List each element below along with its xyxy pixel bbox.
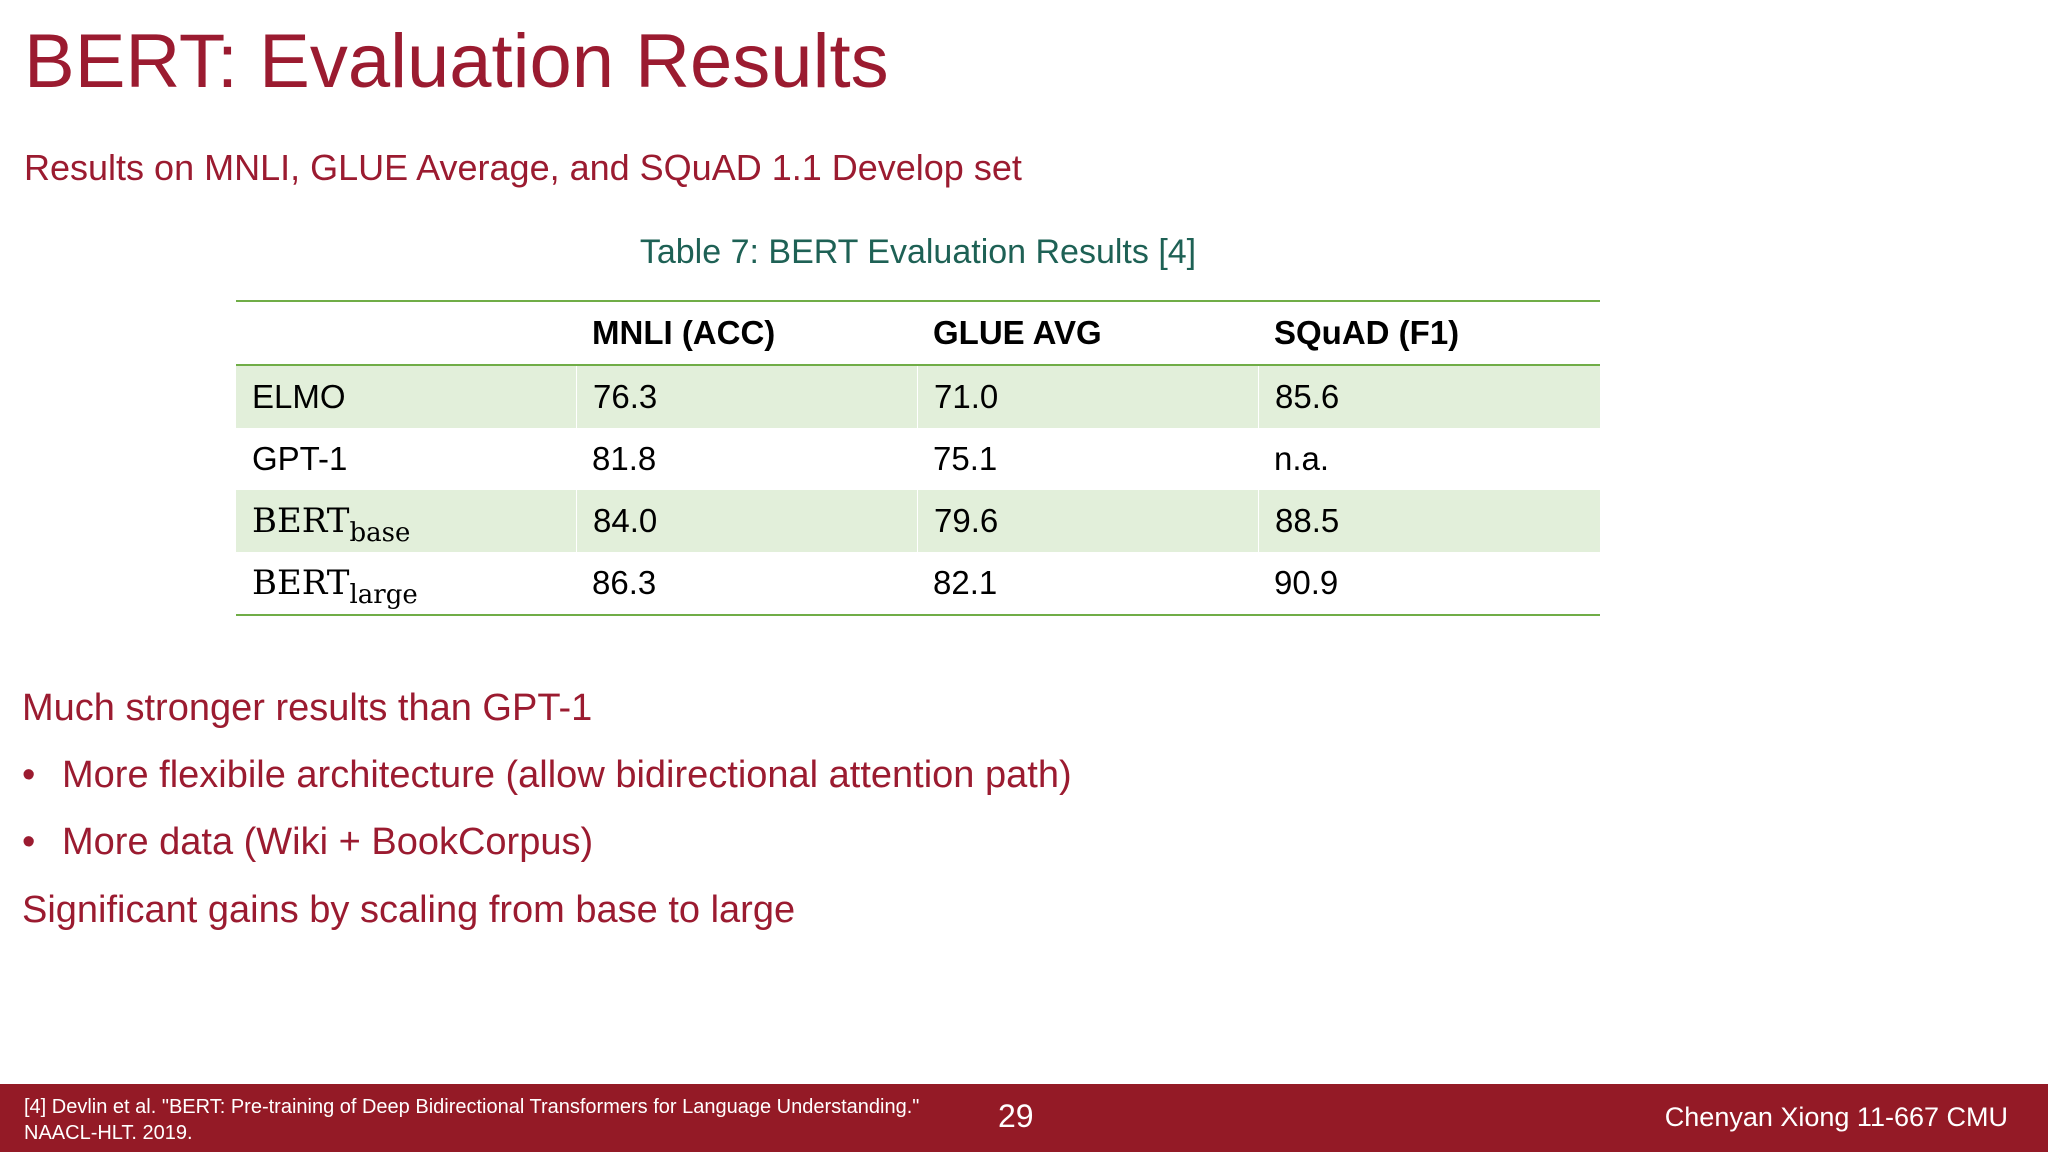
squad-cell: 88.5 bbox=[1258, 490, 1600, 552]
reference-line-1: [4] Devlin et al. "BERT: Pre-training of… bbox=[24, 1096, 920, 1118]
point-stronger-results: Much stronger results than GPT-1 bbox=[22, 687, 593, 729]
model-cell: ELMO bbox=[236, 366, 576, 428]
model-subscript: base bbox=[349, 518, 411, 548]
model-name: BERT bbox=[252, 501, 350, 541]
point-scaling-gains: Significant gains by scaling from base t… bbox=[22, 889, 796, 931]
bullet-icon: • bbox=[22, 754, 36, 796]
slide-footer: [4] Devlin et al. "BERT: Pre-training of… bbox=[0, 1084, 2048, 1152]
page-number: 29 bbox=[998, 1098, 1034, 1134]
slide-subtitle: Results on MNLI, GLUE Average, and SQuAD… bbox=[24, 147, 1022, 188]
glue-cell: 71.0 bbox=[917, 366, 1258, 428]
bullet-item: • More flexibile architecture (allow bidi… bbox=[22, 750, 1072, 800]
header-cell-mnli: MNLI (ACC) bbox=[592, 314, 776, 351]
table-row: BERT large 86.3 82.1 90.9 bbox=[236, 552, 1600, 614]
footer-reference: [4] Devlin et al. "BERT: Pre-training of… bbox=[24, 1094, 919, 1146]
mnli-cell: 76.3 bbox=[576, 366, 917, 428]
footer-author: Chenyan Xiong 11-667 CMU bbox=[1664, 1102, 2008, 1132]
glue-cell: 75.1 bbox=[933, 440, 998, 477]
header-cell-squad: SQuAD (F1) bbox=[1274, 314, 1460, 351]
bullet-icon: • bbox=[22, 821, 36, 863]
model-name: GPT-1 bbox=[252, 440, 348, 477]
model-cell: BERT large bbox=[236, 552, 576, 614]
glue-cell: 79.6 bbox=[917, 490, 1258, 552]
table-row: BERT base 84.0 79.6 88.5 bbox=[236, 490, 1600, 552]
mnli-cell: 84.0 bbox=[576, 490, 917, 552]
mnli-cell: 81.8 bbox=[592, 440, 657, 477]
glue-cell: 82.1 bbox=[933, 564, 998, 601]
header-cell-glue: GLUE AVG bbox=[933, 314, 1102, 351]
header-cell-model bbox=[236, 302, 576, 364]
model-cell: BERT base bbox=[236, 490, 576, 552]
bullet-text: More flexibile architecture (allow bidir… bbox=[62, 754, 1072, 796]
table-caption: Table 7: BERT Evaluation Results [4] bbox=[639, 233, 1197, 271]
model-name: ELMO bbox=[252, 378, 346, 415]
squad-cell: 85.6 bbox=[1258, 366, 1600, 428]
model-subscript: large bbox=[349, 580, 418, 610]
reference-line-2: NAACL-HLT. 2019. bbox=[24, 1122, 193, 1144]
squad-cell: 90.9 bbox=[1274, 564, 1339, 601]
squad-cell: n.a. bbox=[1274, 440, 1330, 477]
table-row: ELMO 76.3 71.0 85.6 bbox=[236, 366, 1600, 428]
table-row: GPT-1 81.8 75.1 n.a. bbox=[236, 428, 1600, 490]
results-table: MNLI (ACC) GLUE AVG SQuAD (F1) ELMO 76.3… bbox=[236, 300, 1600, 616]
slide-title: BERT: Evaluation Results bbox=[24, 19, 889, 104]
model-name: BERT bbox=[252, 563, 350, 603]
model-cell: GPT-1 bbox=[236, 428, 576, 490]
bullet-text: More data (Wiki + BookCorpus) bbox=[62, 821, 594, 863]
mnli-cell: 86.3 bbox=[592, 564, 657, 601]
table-header-row: MNLI (ACC) GLUE AVG SQuAD (F1) bbox=[236, 302, 1600, 366]
bullet-item: • More data (Wiki + BookCorpus) bbox=[22, 817, 593, 867]
